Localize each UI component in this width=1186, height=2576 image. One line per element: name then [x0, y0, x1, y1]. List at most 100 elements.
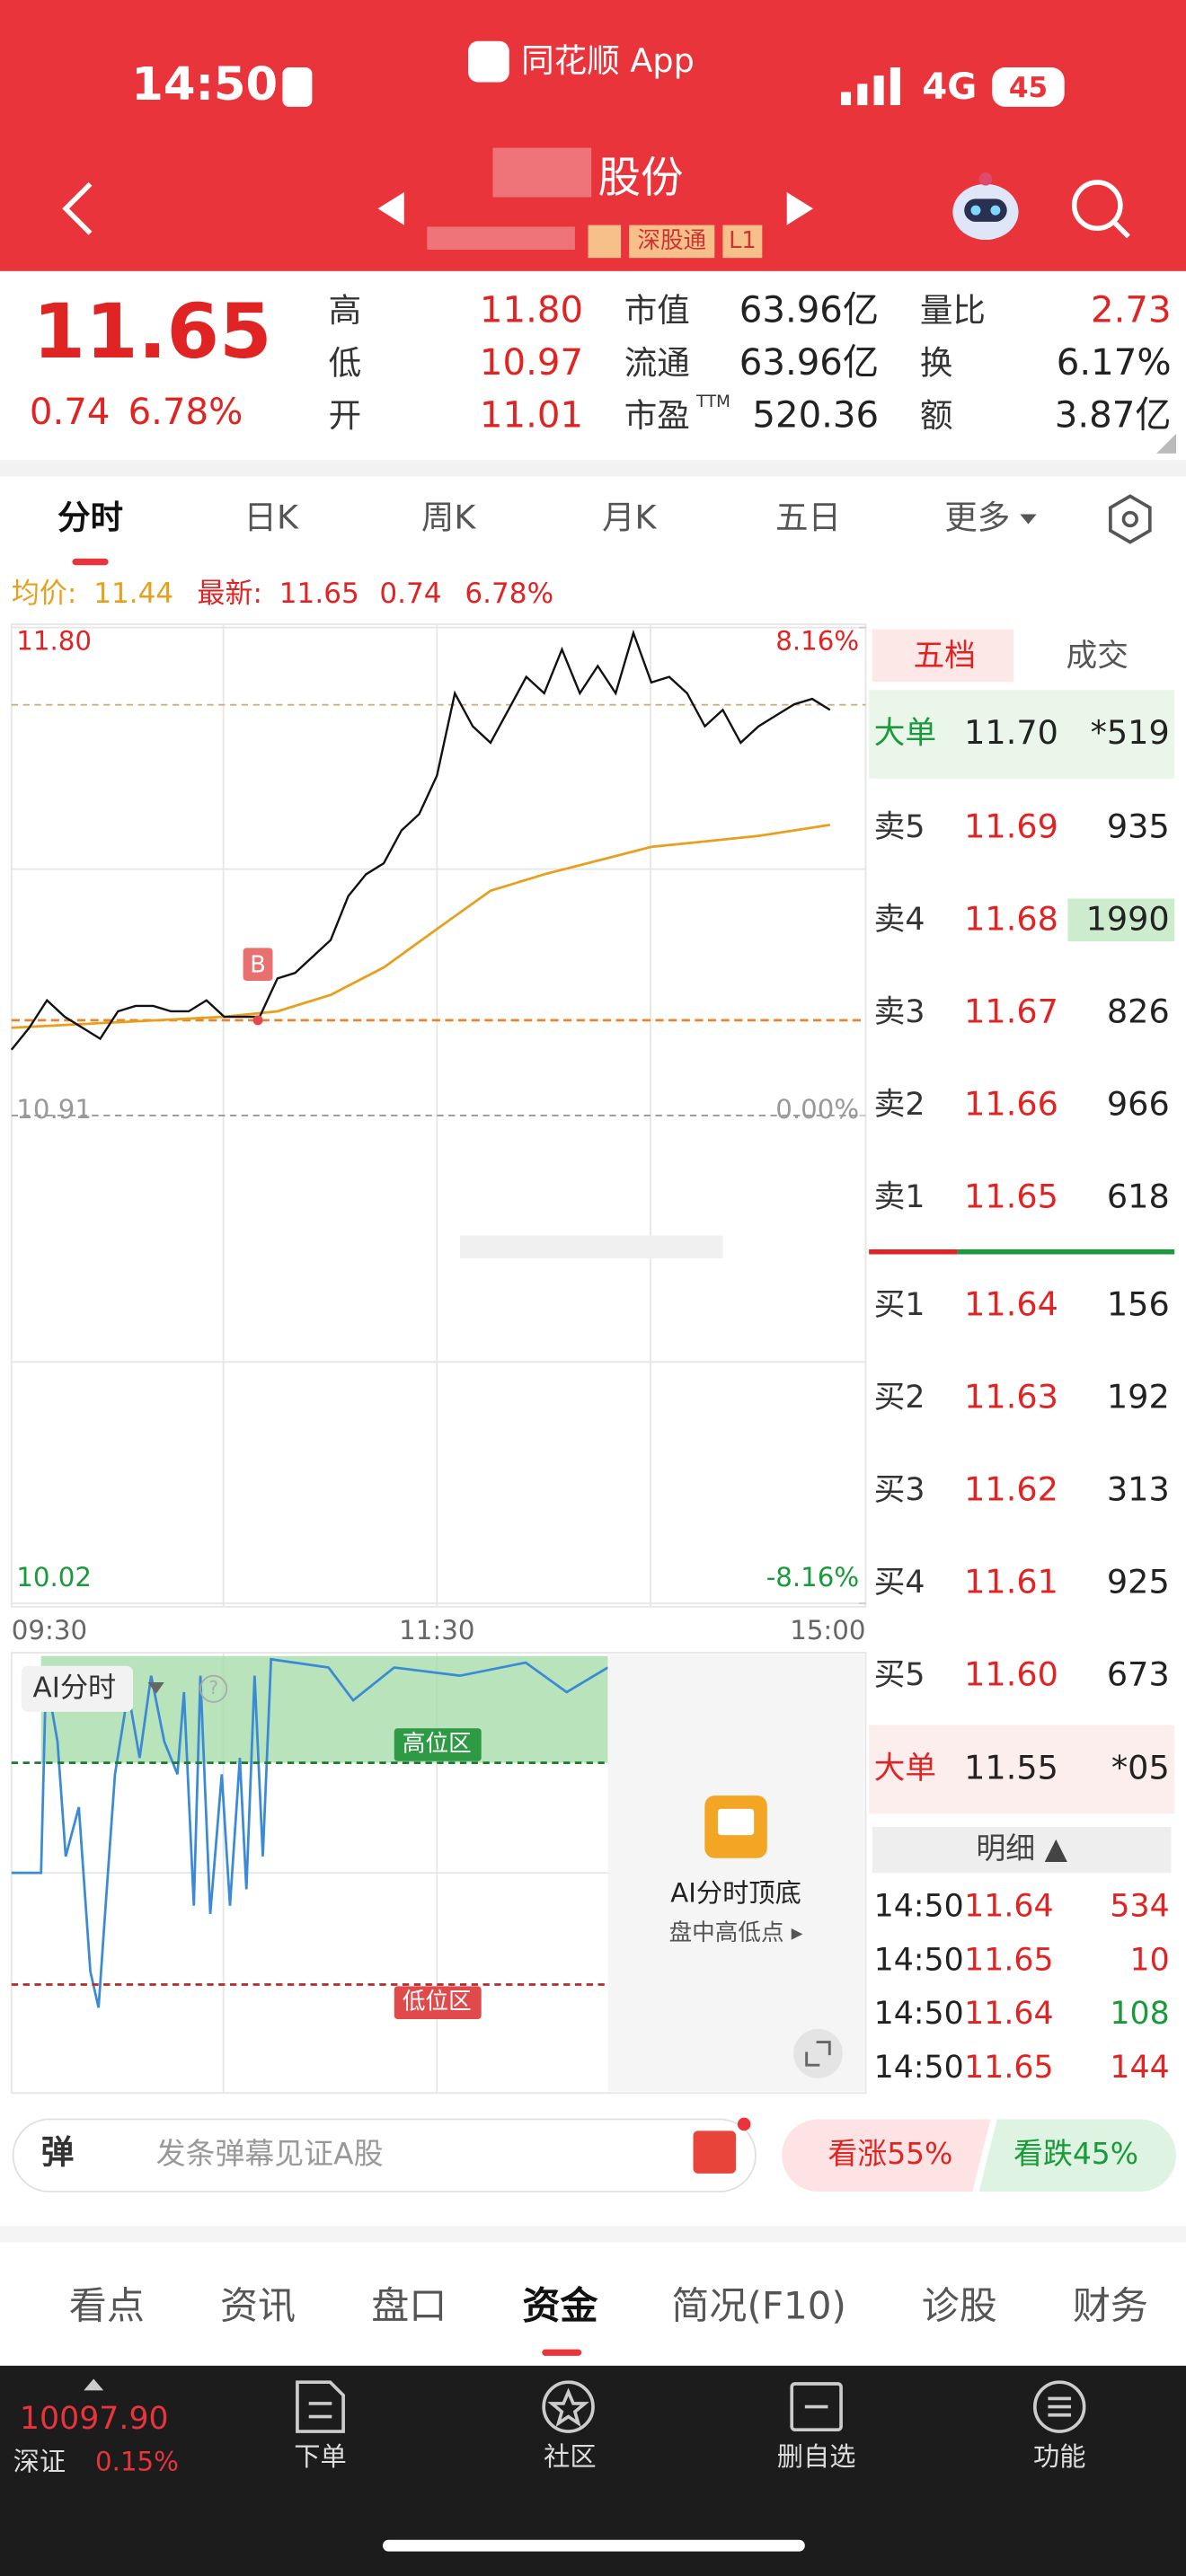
- settings-button[interactable]: [1109, 494, 1152, 544]
- vote-up[interactable]: [782, 2119, 991, 2192]
- trade-volume: 10: [1130, 1942, 1170, 1978]
- chart-tab[interactable]: 日K: [243, 498, 299, 536]
- low-zone-bg: [394, 1986, 482, 2019]
- nav-item[interactable]: 社区: [544, 2441, 596, 2472]
- vote-down[interactable]: [978, 2119, 1177, 2192]
- stat-value: 11.01: [480, 395, 583, 437]
- latest-change-pct: 6.78%: [465, 578, 553, 610]
- expand-button[interactable]: [793, 2028, 843, 2078]
- stock-name: 股份: [597, 154, 683, 203]
- chart-tab[interactable]: 更多: [944, 498, 1010, 536]
- price-line: [10, 629, 831, 1051]
- nav-item[interactable]: 删自选: [777, 2441, 856, 2472]
- stat-value: 63.96亿: [739, 342, 879, 384]
- buy-marker-bg: [243, 948, 273, 981]
- app-name: 同花顺 App: [521, 41, 695, 80]
- stat-sup: TTM: [695, 393, 730, 411]
- prev-stock[interactable]: [377, 192, 404, 225]
- ob-volume: 192: [1107, 1378, 1170, 1416]
- stat-label: 量比: [920, 291, 986, 330]
- volume-highlight: [1067, 898, 1175, 942]
- section-tab[interactable]: 盘口: [371, 2283, 447, 2327]
- tag: L1: [729, 227, 757, 254]
- trade-price: 11.65: [964, 2050, 1053, 2086]
- ob-volume: 673: [1107, 1655, 1170, 1694]
- ob-price: 11.64: [964, 1285, 1058, 1324]
- ob-volume: 618: [1107, 1177, 1170, 1215]
- trade-volume: 108: [1110, 1996, 1169, 2032]
- ai-title: AI分时: [33, 1672, 117, 1704]
- y2-tick-label: -8.16%: [766, 1562, 859, 1592]
- trade-volume: 534: [1110, 1889, 1169, 1925]
- x-tick-label: 15:00: [790, 1615, 865, 1645]
- tag-bg: [629, 225, 715, 259]
- chart-tab[interactable]: 周K: [421, 498, 477, 536]
- stat-label: 低: [329, 344, 362, 383]
- stat-label: 额: [920, 396, 953, 435]
- ob-tab[interactable]: 成交: [1067, 639, 1128, 675]
- ob-volume: 935: [1107, 807, 1170, 845]
- search-button[interactable]: [1071, 180, 1130, 239]
- section-tab[interactable]: 诊股: [922, 2283, 997, 2327]
- expand-icon: [805, 2041, 831, 2067]
- chart-tab[interactable]: 五日: [775, 498, 841, 536]
- section-tab[interactable]: 资金: [522, 2283, 598, 2327]
- signal: [841, 66, 900, 106]
- buy-marker: B: [250, 951, 266, 978]
- section-tab[interactable]: 简况(F10): [671, 2283, 846, 2327]
- section-tab[interactable]: 财务: [1073, 2283, 1148, 2327]
- ob-label: 买5: [874, 1657, 925, 1693]
- clock: 14:50: [131, 57, 278, 111]
- nav-item[interactable]: 下单: [294, 2441, 346, 2472]
- chart-tab[interactable]: 月K: [602, 498, 658, 536]
- trade-price: 11.64: [964, 1889, 1053, 1925]
- ai-promo[interactable]: [607, 1654, 864, 2092]
- chart-tab[interactable]: 分时: [58, 498, 123, 536]
- expand-arrow[interactable]: [84, 2378, 104, 2391]
- stat-value: 3.87亿: [1055, 395, 1172, 437]
- stat-label: 高: [329, 291, 362, 330]
- x-tick-label: 09:30: [12, 1615, 87, 1645]
- gift-dot: [737, 2117, 751, 2131]
- assistant-button[interactable]: [952, 172, 1019, 241]
- help-icon[interactable]: [199, 1674, 228, 1703]
- back-button[interactable]: [62, 181, 93, 235]
- gift-icon[interactable]: [693, 2130, 737, 2174]
- section-tab[interactable]: 资讯: [220, 2283, 296, 2327]
- trade-time: 14:50: [874, 1996, 964, 2032]
- trade-time: 14:50: [874, 2050, 964, 2086]
- detail-title[interactable]: 明细 ▲: [976, 1831, 1067, 1866]
- comment-input[interactable]: [12, 2118, 757, 2192]
- settings-icon: [1121, 510, 1138, 528]
- stat-label: 换: [920, 344, 953, 383]
- stat-label: 市盈: [624, 396, 690, 435]
- section-underline: [542, 2349, 582, 2356]
- ob-volume: 1990: [1086, 899, 1170, 938]
- tag-bg: [722, 225, 763, 259]
- section-tab[interactable]: 看点: [69, 2283, 145, 2327]
- ai-title-bg[interactable]: [21, 1665, 134, 1712]
- nav-icons: [296, 2380, 1086, 2433]
- nav-item[interactable]: 功能: [1033, 2441, 1085, 2472]
- y2-tick-label: 0.00%: [775, 1094, 859, 1125]
- y2-tick-label: 8.16%: [775, 626, 859, 657]
- y-tick-label: 10.91: [16, 1094, 92, 1125]
- home-indicator: [382, 2539, 805, 2552]
- y-tick-label: 10.02: [16, 1562, 92, 1592]
- detail-header-bg: [872, 1826, 1172, 1874]
- x-tick-label: 11:30: [399, 1615, 474, 1645]
- ob-label: 买1: [874, 1287, 925, 1323]
- help-mark: ?: [208, 1677, 218, 1698]
- stat-value: 10.97: [480, 342, 583, 384]
- ob-price: 11.55: [964, 1748, 1058, 1786]
- next-stock[interactable]: [786, 192, 813, 225]
- high-zone-label: 高位区: [403, 1730, 472, 1757]
- change: 0.74: [30, 392, 111, 433]
- avg-label: 均价:: [12, 578, 77, 610]
- index-change: 0.15%: [95, 2446, 179, 2476]
- separator: [0, 460, 1186, 477]
- stat-value: 63.96亿: [739, 290, 879, 331]
- ob-price: 11.70: [964, 713, 1058, 752]
- ob-tab[interactable]: 五档: [914, 639, 976, 675]
